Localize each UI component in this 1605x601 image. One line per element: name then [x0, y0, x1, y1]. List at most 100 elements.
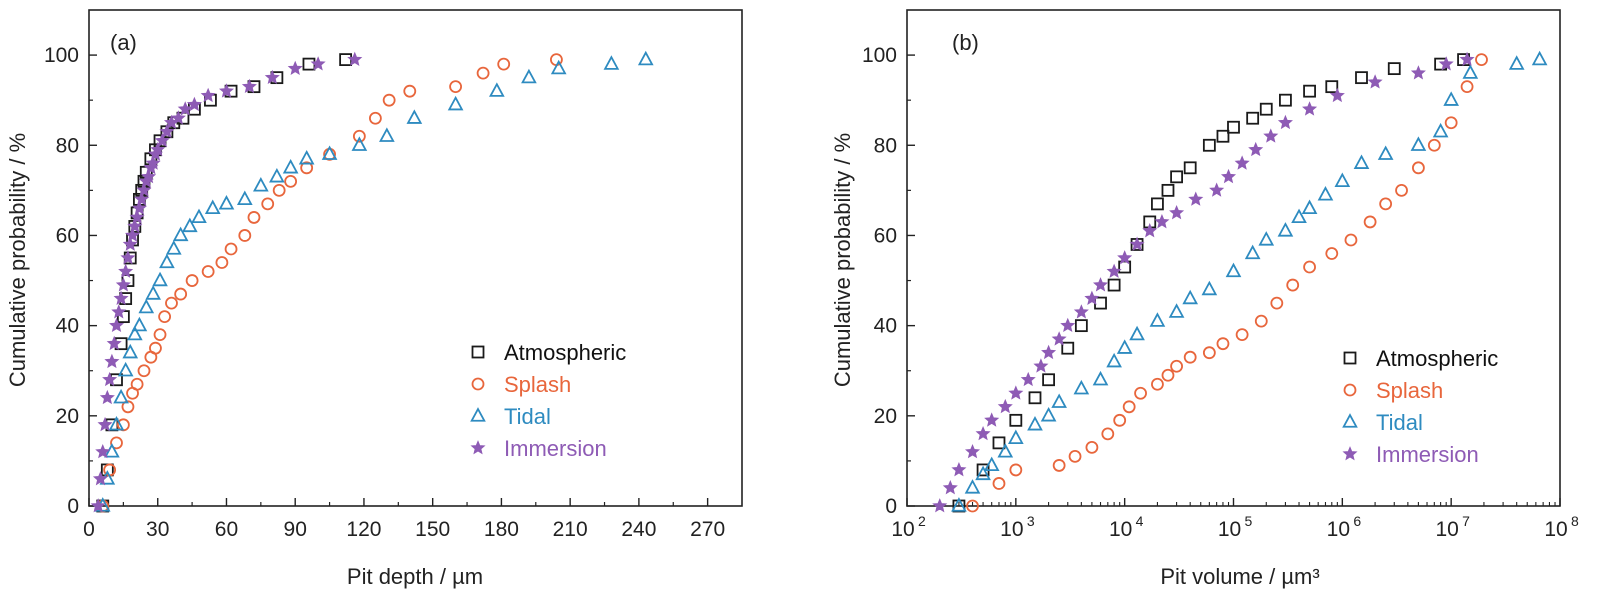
data-point: [165, 240, 182, 255]
data-point: [489, 82, 505, 97]
data-point: [1084, 290, 1100, 305]
data-point: [1254, 314, 1268, 328]
data-point: [1094, 296, 1107, 310]
data-point: [1101, 427, 1115, 441]
data-point: [965, 443, 981, 459]
data-point: [1182, 289, 1199, 305]
panel-a-y-tick-label: 100: [44, 44, 79, 67]
data-point: [138, 298, 155, 314]
data-point: [1161, 183, 1175, 197]
legend-marker-splash: [471, 377, 485, 391]
data-point: [104, 353, 120, 369]
legend-marker-immersion: [1342, 446, 1358, 461]
panel-a-series-atmospheric: [96, 53, 353, 513]
data-point: [172, 226, 189, 242]
data-point: [145, 285, 161, 300]
data-point: [284, 174, 298, 188]
panel-b-x-tick-label: 10: [1109, 518, 1132, 541]
data-point: [218, 83, 234, 98]
data-point: [122, 236, 138, 251]
data-point: [122, 343, 139, 359]
data-point: [449, 80, 462, 94]
data-point: [1344, 233, 1358, 247]
data-point: [1052, 459, 1066, 472]
panel-a-x-tick-label: 270: [690, 518, 725, 541]
panel-a-y-tick-label: 60: [56, 224, 79, 247]
data-point: [932, 498, 948, 513]
data-point: [1020, 371, 1036, 387]
data-point: [1085, 440, 1099, 454]
panel-a-label: (a): [110, 30, 137, 55]
data-point: [1106, 263, 1122, 278]
panel-a-x-tick-label: 0: [83, 518, 95, 541]
data-point: [1183, 161, 1197, 175]
data-point: [1051, 393, 1067, 408]
data-point: [104, 443, 120, 458]
data-point: [298, 149, 315, 165]
data-point: [476, 66, 490, 80]
data-point: [124, 227, 141, 242]
data-point: [127, 218, 143, 233]
data-point: [1329, 87, 1345, 103]
legend-label-tidal: Tidal: [1376, 410, 1423, 435]
data-point: [997, 398, 1013, 414]
panel-a-y-tick-label: 20: [56, 405, 79, 428]
data-point: [1395, 183, 1408, 197]
data-point: [1367, 74, 1383, 89]
data-point: [966, 499, 979, 513]
data-point: [497, 57, 511, 71]
data-point: [975, 425, 991, 441]
legend-label-immersion: Immersion: [504, 436, 607, 461]
panel-a-x-tick-label: 30: [146, 518, 169, 541]
data-point: [174, 287, 188, 301]
data-point: [121, 400, 135, 414]
data-point: [204, 199, 221, 215]
data-point: [983, 456, 1000, 472]
data-point: [1149, 312, 1166, 327]
panel-b-x-tick-exponent: 3: [1027, 513, 1035, 529]
data-point: [1244, 244, 1261, 260]
panel-a-x-tick-label: 240: [621, 518, 656, 541]
legend-label-immersion: Immersion: [1376, 442, 1479, 467]
data-point: [149, 341, 162, 355]
data-point: [1122, 400, 1136, 414]
panel-a-y-tick-label: 80: [56, 134, 79, 157]
data-point: [1259, 102, 1273, 116]
data-point: [181, 217, 198, 233]
legend-marker-splash: [1343, 383, 1357, 397]
panel-a-x-tick-label: 150: [415, 518, 450, 541]
data-point: [992, 477, 1006, 490]
data-point: [1531, 50, 1548, 66]
data-point: [1117, 250, 1133, 265]
data-point: [1040, 406, 1057, 422]
data-point: [99, 389, 115, 405]
data-point: [1412, 161, 1425, 175]
data-point: [1068, 449, 1082, 463]
panel-a-x-tick-label: 90: [284, 518, 307, 541]
panel-b-series-splash: [966, 53, 1488, 513]
data-point: [1427, 138, 1441, 152]
panel-b-x-tick-exponent: 8: [1571, 513, 1579, 529]
data-point: [97, 416, 113, 432]
data-point: [1113, 413, 1127, 427]
panel-a-series-splash: [96, 53, 563, 513]
data-point: [1170, 359, 1183, 373]
data-point: [1216, 337, 1230, 351]
panel-b-x-tick-label: 10: [891, 518, 914, 541]
data-point: [1277, 222, 1294, 237]
data-point: [1303, 84, 1316, 98]
panel-b-x-tick-exponent: 7: [1462, 513, 1470, 529]
panel-b-x-tick-exponent: 2: [918, 513, 926, 529]
data-point: [975, 465, 991, 481]
data-point: [1201, 280, 1218, 296]
panel-b-chart: (b) Pit volume / µm³ Cumulative probabil…: [830, 9, 1579, 589]
data-point: [1410, 65, 1426, 80]
panel-b-x-tick-label: 10: [1544, 518, 1567, 541]
legend-label-atmospheric: Atmospheric: [1376, 346, 1498, 371]
data-point: [241, 78, 257, 94]
data-point: [1116, 339, 1133, 354]
legend-label-splash: Splash: [1376, 378, 1443, 403]
data-point: [126, 325, 143, 341]
data-point: [1129, 236, 1145, 251]
data-point: [1154, 214, 1170, 229]
